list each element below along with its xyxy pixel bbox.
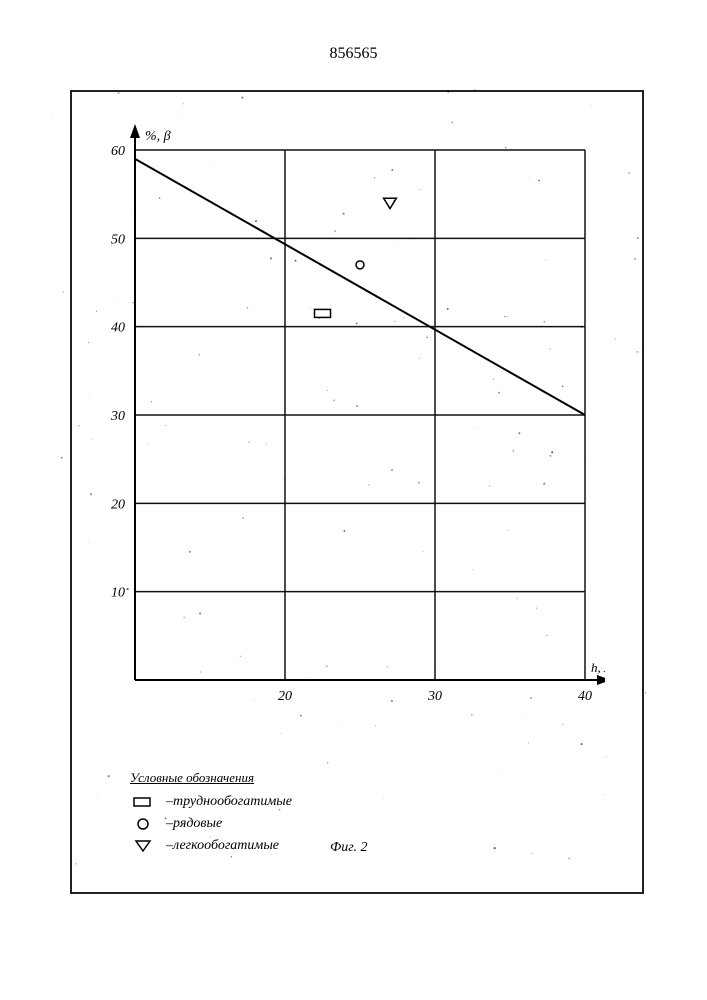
rect-icon — [130, 794, 156, 810]
figure-caption: Фиг. 2 — [330, 840, 368, 856]
doc-number: 856565 — [0, 45, 707, 63]
legend-row: – труднообогатимые — [130, 794, 292, 810]
svg-text:20: 20 — [278, 689, 292, 704]
legend-row: – легкообогатимые — [130, 838, 292, 854]
legend-label: труднообогатимые — [173, 794, 292, 810]
svg-text:h, мм: h, мм — [591, 660, 605, 675]
page-root: 856565 10 20 30 40 50 60 20 30 40 %, β h, мм Услов… — [0, 0, 707, 1000]
chart-svg: 10 20 30 40 50 60 20 30 40 %, β h, мм — [85, 120, 605, 740]
legend-label: легкообогатимые — [173, 838, 279, 854]
svg-text:50: 50 — [111, 232, 125, 247]
legend-row: – рядовые — [130, 816, 292, 832]
svg-text:10: 10 — [111, 586, 125, 601]
svg-text:30: 30 — [110, 409, 125, 424]
legend: Условные обозначения – труднообогатимые … — [130, 770, 292, 860]
chart-container: 10 20 30 40 50 60 20 30 40 %, β h, мм — [85, 120, 605, 740]
legend-title: Условные обозначения — [130, 770, 292, 786]
svg-text:30: 30 — [427, 689, 442, 704]
legend-items: – труднообогатимые – рядовые – легкообог… — [130, 794, 292, 854]
svg-text:20: 20 — [111, 497, 125, 512]
svg-text:40: 40 — [578, 689, 592, 704]
svg-text:60: 60 — [111, 144, 125, 159]
legend-label: рядовые — [173, 816, 222, 832]
svg-text:40: 40 — [111, 321, 125, 336]
svg-text:%, β: %, β — [145, 129, 171, 144]
triangle-icon — [130, 838, 156, 854]
circle-icon — [130, 816, 156, 832]
